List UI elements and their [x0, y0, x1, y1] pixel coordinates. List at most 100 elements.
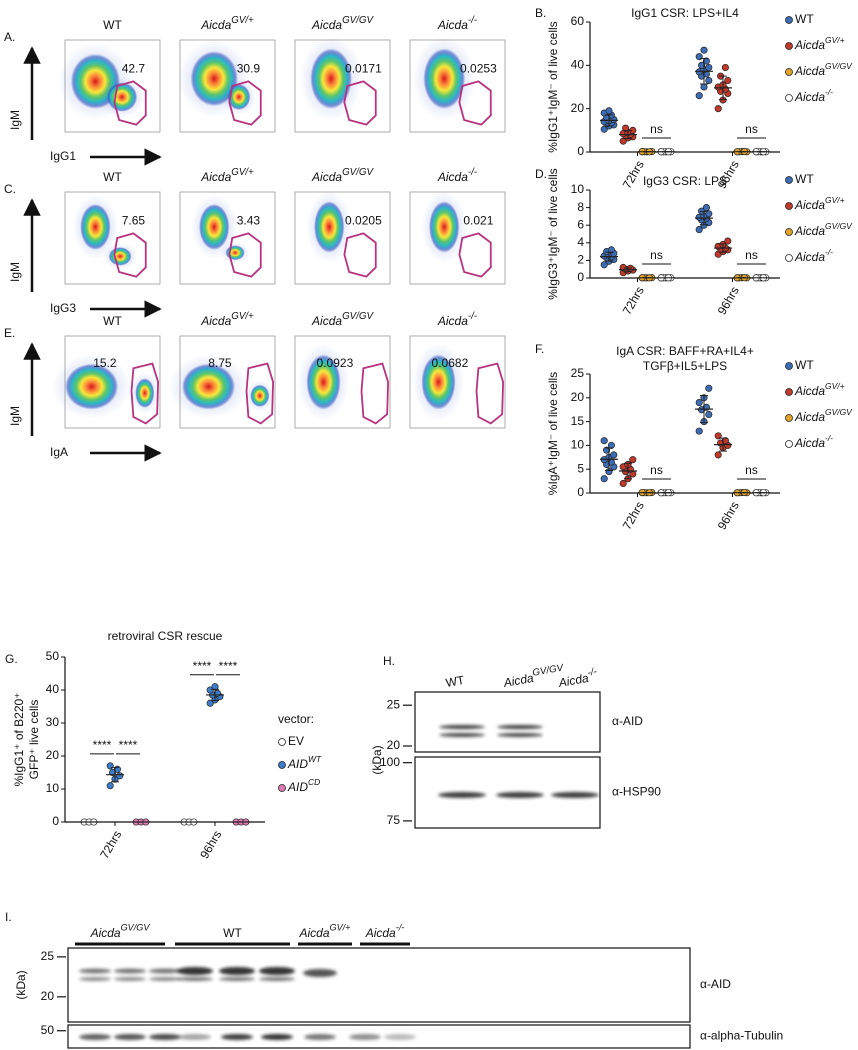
sig-label: ns	[650, 248, 663, 262]
dot	[695, 92, 703, 100]
label-sup: -/-	[825, 247, 833, 257]
label: Aicda-/-	[794, 433, 833, 450]
label: WT	[795, 12, 814, 26]
band	[303, 969, 337, 977]
density	[306, 354, 341, 410]
density	[423, 48, 466, 109]
label-base: Aicda	[794, 38, 825, 52]
label: AicdaGV/+	[794, 381, 845, 398]
density	[314, 201, 345, 253]
label-sup: GV/GV	[825, 61, 853, 71]
label-base: Aicda	[794, 64, 825, 78]
band	[259, 967, 295, 975]
label-sup: GV/+	[231, 167, 254, 178]
label: AicdaGV/GV	[311, 311, 374, 329]
label: Aicda-/-	[556, 666, 599, 690]
y-tick-label: 10	[46, 781, 60, 795]
sig-label: ns	[745, 463, 758, 477]
y-tick-label: 5	[577, 461, 584, 475]
y-tick-label: 40	[46, 682, 60, 696]
band	[177, 977, 213, 981]
legend-swatch	[278, 738, 286, 746]
gate-value: 42.7	[122, 62, 146, 76]
antibody-label: α-HSP90	[612, 785, 661, 799]
gate	[228, 80, 262, 126]
y-tick-label: 50	[46, 649, 60, 663]
antibody-label: α-alpha-Tubulin	[700, 1029, 783, 1043]
label: EV	[288, 734, 304, 748]
band	[79, 977, 111, 981]
legend-title: vector:	[278, 712, 314, 726]
panel-letter: I.	[5, 910, 12, 924]
label: WT	[795, 358, 814, 372]
band	[496, 792, 544, 798]
label-base: Aicda	[794, 90, 825, 104]
label-sup: -/-	[825, 87, 833, 97]
gate-value: 7.65	[122, 214, 146, 228]
label-base: EV	[288, 734, 304, 748]
label: AicdaGV/+	[200, 311, 254, 329]
x-tick-label: 96hrs	[715, 499, 742, 532]
dot	[607, 246, 615, 254]
gate	[130, 362, 160, 425]
label: AicdaGV/GV	[90, 923, 151, 940]
band	[384, 1034, 416, 1040]
label-sup: GV/+	[231, 311, 254, 322]
label-sup: -/-	[468, 15, 478, 26]
gate-value: 3.43	[237, 214, 261, 228]
dot	[721, 437, 729, 445]
legend-swatch	[785, 414, 793, 422]
y-axis-title: %IgA⁺IgM⁻ of live cells	[546, 372, 560, 495]
y-axis-label: IgM	[8, 262, 22, 282]
dot	[106, 782, 114, 790]
dot	[206, 686, 214, 694]
label-base: WT	[103, 18, 122, 32]
dot	[695, 427, 703, 435]
gate	[245, 362, 275, 425]
label: AicdaGV/+	[794, 195, 845, 212]
density	[250, 384, 270, 407]
y-tick-label: 40	[571, 58, 585, 72]
gate	[113, 80, 147, 126]
label: WT	[103, 170, 122, 184]
label-base: WT	[445, 673, 466, 690]
label: Aicda-/-	[437, 167, 478, 185]
label-base: Aicda	[794, 224, 825, 238]
unit-label: (kDa)	[370, 745, 384, 774]
dot	[695, 399, 703, 407]
y-tick-label: 20	[46, 748, 60, 762]
dot	[724, 237, 732, 245]
dot	[714, 432, 722, 440]
label-base: Aicda	[437, 314, 468, 328]
dot	[109, 768, 117, 777]
label-base: AID	[287, 780, 308, 794]
dot	[705, 410, 713, 419]
gate-value: 30.9	[237, 62, 261, 76]
label-sup: CD	[308, 777, 320, 787]
unit-label: (kDa)	[14, 970, 28, 999]
legend-swatch	[785, 68, 793, 76]
dot	[607, 441, 615, 449]
label: AicdaGV/GV	[794, 221, 853, 238]
dot	[600, 475, 608, 483]
y-tick-label: 0	[577, 144, 584, 158]
band	[439, 725, 485, 729]
density	[135, 378, 155, 408]
legend-swatch	[785, 42, 793, 50]
band	[177, 967, 213, 975]
x-axis-label: IgG3	[50, 301, 76, 315]
band	[221, 1034, 253, 1040]
x-axis-label: IgA	[50, 445, 68, 459]
dot	[705, 384, 713, 392]
label: AicdaGV/+	[200, 15, 254, 33]
y-tick-label: 0	[52, 814, 59, 828]
blot	[414, 691, 601, 753]
label-sup: GV/GV	[825, 407, 853, 417]
gate	[475, 362, 505, 425]
y-tick-label: 30	[46, 715, 60, 729]
band	[497, 725, 543, 729]
y-tick-label: 0	[577, 270, 584, 284]
legend-swatch	[785, 440, 793, 448]
gate	[228, 232, 262, 278]
x-axis-label: IgG1	[50, 149, 76, 163]
